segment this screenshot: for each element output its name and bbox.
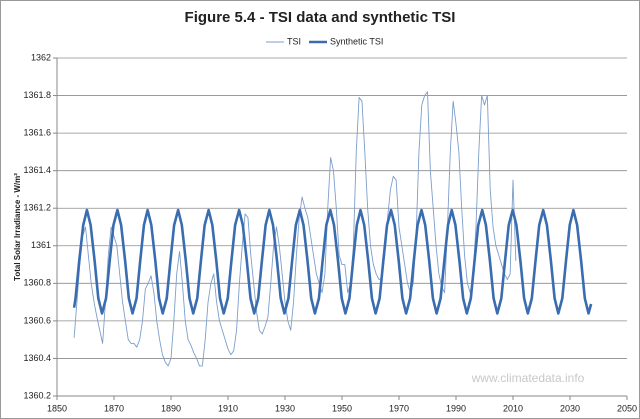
x-tick-label: 1870 — [104, 403, 124, 413]
y-tick-label: 1360.8 — [23, 278, 51, 288]
x-tick-label: 2030 — [560, 403, 580, 413]
y-tick-label: 1361.6 — [23, 127, 51, 137]
x-tick-label: 2050 — [617, 403, 637, 413]
chart-title: Figure 5.4 - TSI data and synthetic TSI — [185, 9, 456, 26]
y-tick-label: 1361.4 — [23, 165, 51, 175]
x-tick-label: 1950 — [332, 403, 352, 413]
y-tick-label: 1361 — [31, 240, 51, 250]
legend-label: Synthetic TSI — [330, 36, 383, 46]
y-tick-label: 1362 — [31, 52, 51, 62]
x-tick-label: 1930 — [275, 403, 295, 413]
x-tick-label: 1990 — [446, 403, 466, 413]
y-tick-label: 1361.8 — [23, 90, 51, 100]
y-axis-label: Total Solar Irradiance - W/m² — [13, 173, 22, 281]
x-tick-label: 1970 — [389, 403, 409, 413]
y-tick-label: 1361.2 — [23, 203, 51, 213]
watermark: www.climatedata.info — [471, 371, 585, 385]
y-tick-label: 1360.6 — [23, 315, 51, 325]
series-line — [72, 208, 593, 315]
y-tick-label: 1360.4 — [23, 353, 51, 363]
x-tick-label: 1890 — [161, 403, 181, 413]
x-tick-label: 1910 — [218, 403, 238, 413]
y-tick-label: 1360.2 — [23, 390, 51, 400]
x-tick-label: 2010 — [503, 403, 523, 413]
legend-label: TSI — [287, 36, 301, 46]
x-tick-label: 1850 — [47, 403, 67, 413]
